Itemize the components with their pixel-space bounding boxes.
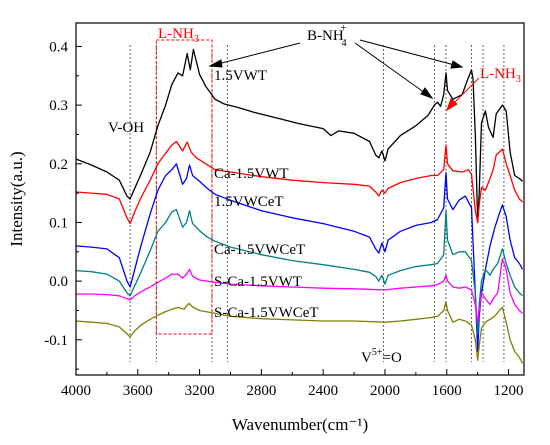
x-tick-label-1: 3600 [123, 383, 153, 399]
x-tick-label-2: 3200 [185, 383, 215, 399]
annotation-v5-o: V5+=O [361, 347, 402, 366]
series-label-ca-1-5vwt: Ca-1.5VWT [214, 166, 289, 182]
series-label-s-ca-1-5vwcet: S-Ca-1.5VWCeT [214, 305, 319, 321]
annotation-l-nh3-left: L-NH3 [158, 26, 199, 45]
arrowhead-4 [446, 98, 458, 112]
series-line-3 [75, 208, 523, 335]
arrowhead-3 [450, 60, 464, 69]
series-line-1 [75, 140, 523, 225]
arrowhead-1 [208, 59, 223, 68]
y-tick-label-0: -0.1 [44, 333, 68, 349]
y-tick-label-2: 0.1 [49, 215, 68, 231]
y-axis: -0.1 0.0 0.1 0.2 0.3 0.4 [44, 39, 82, 370]
annotation-l-nh3-right: L-NH3 [480, 66, 521, 85]
x-tick-label-6: 1600 [432, 383, 462, 399]
series-line-4 [76, 258, 523, 323]
arrowhead-2 [420, 87, 434, 100]
series-label-s-ca-1-5vwt: S-Ca-1.5VWT [214, 274, 302, 290]
annotations: L-NH3 B-NH4+ L-NH3 V-OH V5+=O [108, 23, 521, 366]
y-tick-label-5: 0.4 [49, 39, 68, 55]
series-labels: 1.5VWT Ca-1.5VWT 1.5VWCeT Ca-1.5VWCeT S-… [214, 68, 319, 321]
x-axis: 4000 3600 3200 2800 2400 2000 1600 1200 [61, 369, 524, 399]
y-axis-title: Intensity(a.u.) [7, 151, 26, 246]
y-tick-label-4: 0.3 [49, 98, 68, 114]
x-tick-label-3: 2800 [246, 383, 276, 399]
x-tick-label-7: 1200 [494, 383, 524, 399]
annotation-arrows [208, 39, 480, 112]
series-line-5 [75, 301, 524, 364]
y-tick-label-1: 0.0 [49, 274, 68, 290]
arrow-line-3 [359, 39, 463, 68]
series-label-1-5vwcet: 1.5VWCeT [214, 194, 284, 210]
region-box-0 [155, 39, 213, 335]
series-line-0 [75, 48, 523, 224]
y-tick-label-3: 0.2 [49, 157, 68, 173]
region-boxes [155, 39, 213, 335]
arrow-line-2 [354, 42, 433, 99]
annotation-b-nh4: B-NH4+ [307, 23, 347, 49]
plot-frame [75, 22, 525, 376]
series-lines [75, 48, 524, 364]
series-label-ca-1-5vwcet: Ca-1.5VWCeT [214, 242, 305, 258]
x-axis-title: Wavenumber(cm⁻¹) [232, 415, 368, 434]
series-label-1-5vwt: 1.5VWT [214, 68, 267, 84]
x-tick-label-5: 2000 [370, 383, 400, 399]
annotation-v-oh: V-OH [108, 120, 144, 136]
x-tick-label-0: 4000 [61, 383, 91, 399]
x-tick-label-4: 2400 [308, 383, 338, 399]
arrow-line-1 [209, 42, 301, 67]
